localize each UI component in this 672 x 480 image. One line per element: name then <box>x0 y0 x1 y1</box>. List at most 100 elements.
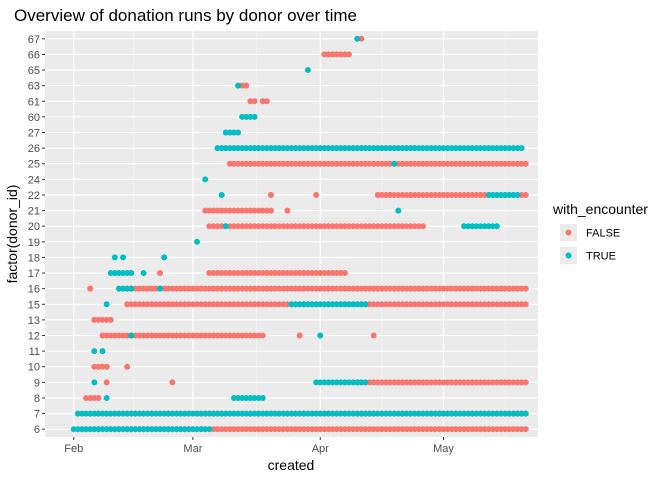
data-point <box>399 410 406 417</box>
data-point <box>489 145 496 152</box>
data-point <box>346 145 353 152</box>
data-point <box>510 191 517 198</box>
data-point <box>378 379 385 386</box>
data-point <box>493 145 500 152</box>
data-point <box>358 410 365 417</box>
data-point <box>259 301 266 308</box>
data-point <box>313 379 320 386</box>
data-point <box>432 145 439 152</box>
data-point <box>518 301 525 308</box>
data-point <box>272 301 279 308</box>
data-point <box>424 160 431 167</box>
data-point <box>152 410 159 417</box>
data-point <box>440 410 447 417</box>
data-point <box>407 410 414 417</box>
data-point <box>230 270 237 277</box>
data-point <box>296 426 303 433</box>
data-point <box>510 160 517 167</box>
data-point <box>214 301 221 308</box>
data-point <box>498 426 505 433</box>
data-point <box>255 394 262 401</box>
data-point <box>169 379 176 386</box>
data-point <box>235 160 242 167</box>
data-point <box>395 207 402 214</box>
data-point <box>136 301 143 308</box>
data-point <box>259 410 266 417</box>
data-point <box>218 301 225 308</box>
data-point <box>165 332 172 339</box>
data-point <box>210 270 217 277</box>
data-point <box>111 410 118 417</box>
data-point <box>263 301 270 308</box>
data-point <box>304 410 311 417</box>
data-point <box>481 426 488 433</box>
data-point <box>284 410 291 417</box>
data-point <box>325 270 332 277</box>
data-point <box>329 223 336 230</box>
data-point <box>432 160 439 167</box>
data-point <box>510 145 517 152</box>
data-point <box>321 426 328 433</box>
data-point <box>333 51 340 58</box>
data-point <box>493 285 500 292</box>
data-point <box>284 301 291 308</box>
data-point <box>325 426 332 433</box>
data-point <box>120 254 127 261</box>
data-point <box>276 301 283 308</box>
data-point <box>218 410 225 417</box>
data-point <box>194 332 201 339</box>
data-point <box>210 332 217 339</box>
data-point <box>218 426 225 433</box>
data-point <box>140 301 147 308</box>
data-point <box>263 223 270 230</box>
data-point <box>415 223 422 230</box>
data-point <box>222 332 229 339</box>
y-tick-label: 15 <box>28 299 40 311</box>
data-point <box>395 301 402 308</box>
data-point <box>255 223 262 230</box>
series-true <box>70 35 529 433</box>
data-point <box>382 410 389 417</box>
data-point <box>272 223 279 230</box>
data-point <box>502 379 509 386</box>
data-point <box>152 301 159 308</box>
data-point <box>387 160 394 167</box>
data-point <box>374 379 381 386</box>
data-point <box>407 145 414 152</box>
data-point <box>415 191 422 198</box>
data-point <box>506 160 513 167</box>
data-point <box>362 379 369 386</box>
data-point <box>280 285 287 292</box>
data-point <box>374 426 381 433</box>
data-point <box>136 285 143 292</box>
data-point <box>161 426 168 433</box>
data-point <box>461 301 468 308</box>
data-point <box>206 301 213 308</box>
data-point <box>498 379 505 386</box>
data-point <box>415 160 422 167</box>
data-point <box>152 332 159 339</box>
data-point <box>452 145 459 152</box>
data-point <box>395 285 402 292</box>
data-point <box>333 426 340 433</box>
data-point <box>370 145 377 152</box>
data-point <box>424 145 431 152</box>
data-point <box>259 207 266 214</box>
data-point <box>309 426 316 433</box>
data-point <box>128 270 135 277</box>
data-point <box>99 348 106 355</box>
data-point <box>95 426 102 433</box>
data-point <box>502 191 509 198</box>
data-point <box>309 145 316 152</box>
legend-key-dot <box>565 229 572 236</box>
data-point <box>510 379 517 386</box>
data-point <box>259 394 266 401</box>
data-point <box>267 301 274 308</box>
data-point <box>370 285 377 292</box>
data-point <box>91 348 98 355</box>
data-point <box>477 191 484 198</box>
data-point <box>144 410 151 417</box>
data-point <box>444 145 451 152</box>
data-point <box>107 316 114 323</box>
data-point <box>91 410 98 417</box>
